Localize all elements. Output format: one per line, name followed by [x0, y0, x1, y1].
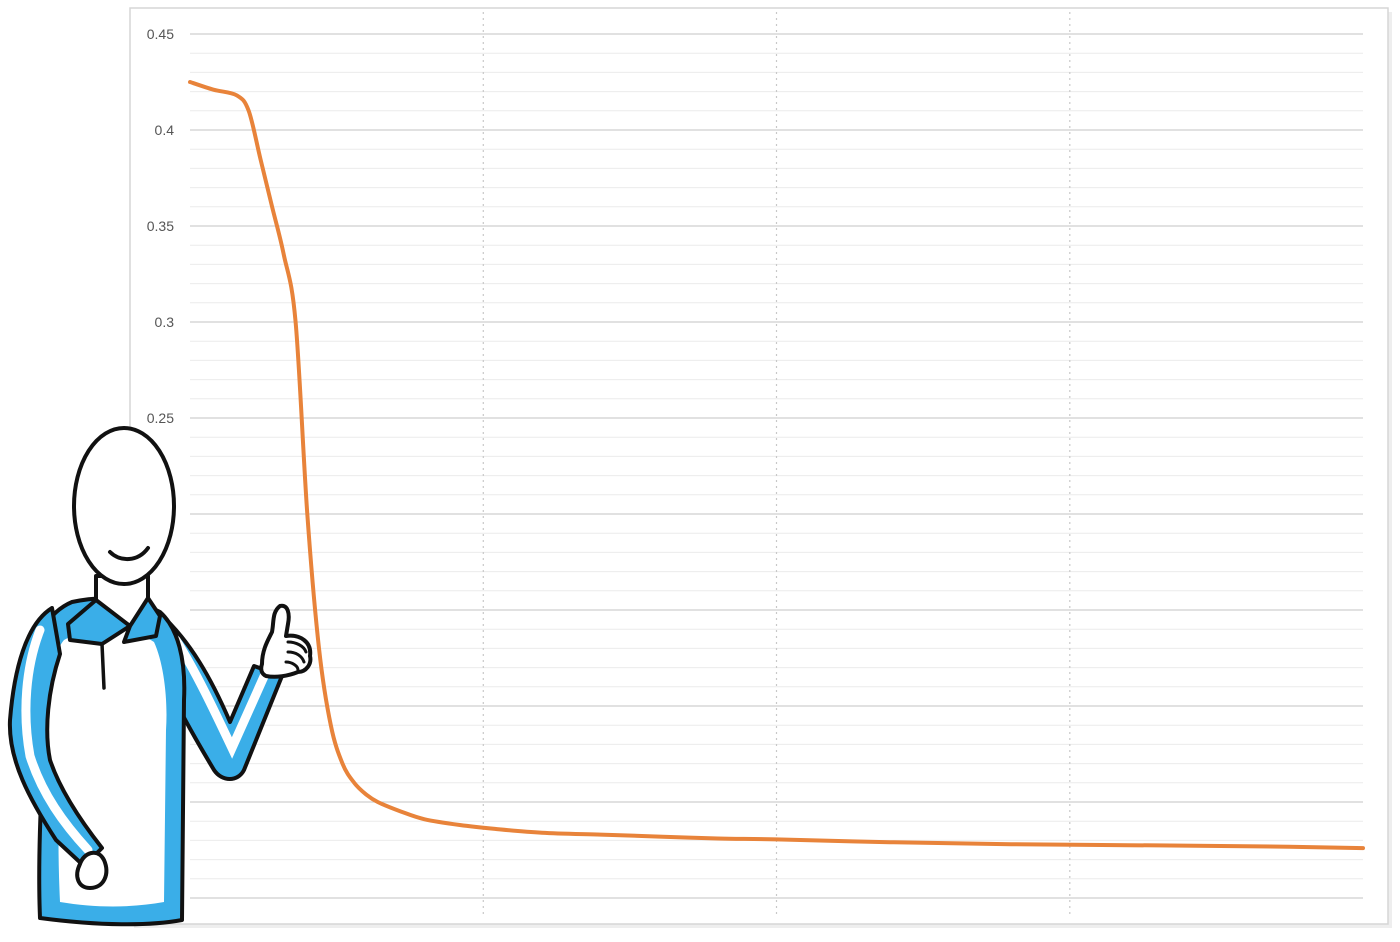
y-tick-label: 0.35: [147, 218, 174, 234]
person-raised-arm-inner: [171, 635, 271, 759]
person-left-hand: [75, 850, 109, 891]
chart-frame: [129, 7, 1389, 925]
y-tick-label: 0.3: [155, 314, 175, 330]
grid: [190, 12, 1363, 916]
y-tick-label: 0.4: [155, 122, 175, 138]
series-line: [188, 80, 1365, 851]
y-tick-label: 0.25: [147, 410, 174, 426]
y-axis-ticks: 0.45 0.4 0.35 0.3 0.25: [147, 26, 174, 426]
thumbs-up-person-illustration: [7, 426, 313, 927]
series-layer: [188, 80, 1365, 851]
shirt-placket: [100, 642, 106, 690]
shirt-collar: [66, 596, 162, 646]
thumbs-up-hand: [259, 603, 313, 679]
thumbs-up-fingers: [284, 640, 308, 672]
person-head: [72, 426, 176, 586]
person-smile: [108, 546, 150, 561]
y-tick-label: 0.45: [147, 26, 174, 42]
person-lowered-arm-inner: [21, 625, 93, 855]
